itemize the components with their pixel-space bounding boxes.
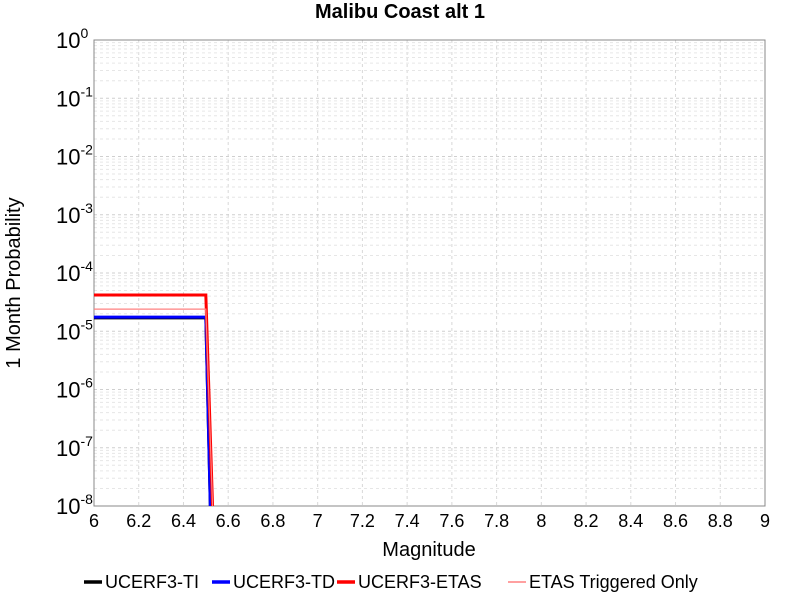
y-tick-label: 10-7 (56, 433, 93, 461)
x-axis-label: Magnitude (382, 539, 475, 561)
y-tick-label: 10-4 (56, 258, 93, 286)
legend-label: UCERF3-TD (233, 572, 335, 592)
x-tick-label: 8.6 (663, 511, 688, 531)
legend-label: UCERF3-ETAS (358, 572, 482, 592)
series-line-1 (94, 315, 212, 507)
legend: UCERF3-TI UCERF3-TD UCERF3-ETAS ETAS Trigge… (84, 572, 698, 592)
x-tick-label: 7.2 (350, 511, 375, 531)
series-line-3 (94, 308, 214, 507)
x-axis-ticks: 6 6.2 6.4 6.6 6.8 7 7.2 7.4 7.6 7.8 8 8.2 8.4 8.6 8.8 9 (89, 511, 770, 531)
y-tick-label: 10-5 (56, 316, 93, 344)
series-group (94, 293, 215, 507)
y-tick-label: 10-8 (56, 491, 93, 519)
x-tick-label: 8.2 (574, 511, 599, 531)
series-line-2 (94, 293, 215, 507)
y-tick-label: 10-3 (56, 200, 93, 228)
x-tick-label: 6.4 (171, 511, 196, 531)
x-tick-label: 8 (536, 511, 546, 531)
x-tick-label: 6.2 (126, 511, 151, 531)
x-tick-label: 7 (313, 511, 323, 531)
x-tick-label: 8.4 (618, 511, 643, 531)
chart-title: Malibu Coast alt 1 (315, 1, 485, 23)
y-tick-label: 10-6 (56, 375, 93, 403)
plot-frame (93, 39, 766, 507)
x-tick-label: 9 (760, 511, 770, 531)
y-axis-ticks: 100 10-1 10-2 10-3 10-4 10-5 10-6 10-7 10-8 (56, 25, 93, 519)
x-tick-label: 7.4 (395, 511, 420, 531)
x-tick-label: 6.8 (260, 511, 285, 531)
y-tick-label: 10-1 (56, 83, 93, 111)
x-tick-label: 8.8 (708, 511, 733, 531)
x-tick-label: 7.8 (484, 511, 509, 531)
x-tick-label: 6 (89, 511, 99, 531)
x-tick-label: 7.6 (439, 511, 464, 531)
x-tick-label: 6.6 (216, 511, 241, 531)
legend-label: UCERF3-TI (105, 572, 199, 592)
legend-label: ETAS Triggered Only (529, 572, 698, 592)
y-tick-label: 10-2 (56, 142, 93, 170)
y-axis-label: 1 Month Probability (3, 197, 25, 368)
grid (94, 40, 765, 506)
y-tick-label: 100 (56, 25, 88, 53)
